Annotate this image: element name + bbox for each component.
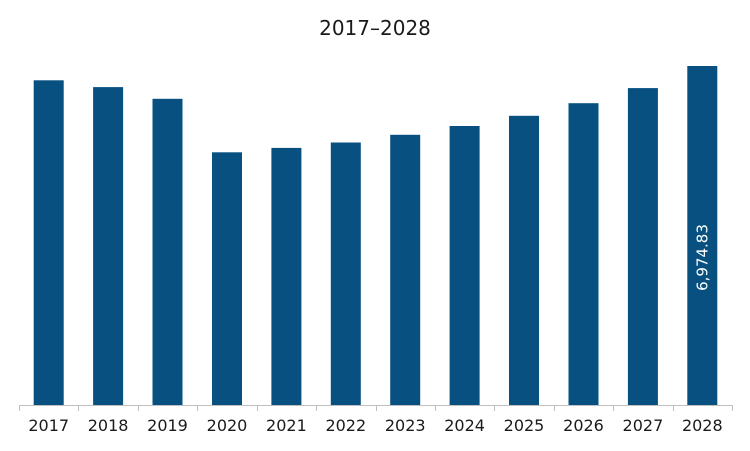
- x-tick-label: 2025: [504, 416, 545, 435]
- x-tick-label: 2022: [325, 416, 366, 435]
- bar-2021: [271, 147, 302, 405]
- x-tick-label: 2019: [147, 416, 188, 435]
- x-tick-label: 2020: [207, 416, 248, 435]
- x-tick-label: 2028: [682, 416, 723, 435]
- x-tick-label: 2026: [563, 416, 604, 435]
- tick-labels-layer: 2017 2018 2019 2020 2021 2022 2023 2024 2025 2026…: [28, 224, 722, 435]
- x-tick-label: 2027: [623, 416, 664, 435]
- x-axis: [19, 405, 733, 411]
- bar-2024: [449, 126, 480, 405]
- x-tick-label: 2024: [444, 416, 485, 435]
- x-tick-label: 2023: [385, 416, 426, 435]
- bar-2028: [687, 66, 718, 405]
- x-tick-label: 2017: [28, 416, 69, 435]
- chart-title: 2017–2028: [319, 16, 431, 40]
- data-label-2028: 6,974.83: [693, 224, 711, 291]
- bar-2023: [390, 134, 421, 406]
- bar-2019: [152, 98, 183, 406]
- bar-2022: [330, 142, 361, 405]
- bar-2025: [509, 115, 539, 406]
- bar-2020: [212, 152, 242, 405]
- bar-2017: [33, 80, 64, 406]
- bars-layer: [33, 66, 718, 406]
- x-tick-label: 2021: [266, 416, 307, 435]
- bar-2027: [627, 88, 658, 405]
- bar-2026: [568, 103, 599, 405]
- bar-2018: [93, 87, 124, 405]
- x-tick-label: 2018: [88, 416, 129, 435]
